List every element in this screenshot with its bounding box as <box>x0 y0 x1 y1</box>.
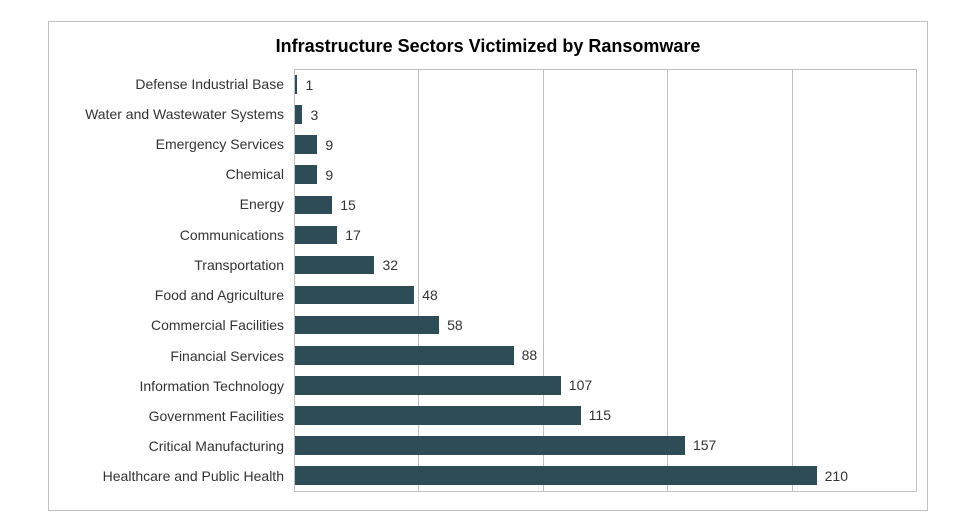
y-axis-label: Chemical <box>59 159 294 189</box>
bar <box>295 165 317 184</box>
bar-row: 115 <box>295 400 916 430</box>
bar-row: 9 <box>295 130 916 160</box>
bar-value-label: 32 <box>382 257 398 273</box>
y-axis-label: Critical Manufacturing <box>59 431 294 461</box>
plot-area: Defense Industrial BaseWater and Wastewa… <box>59 69 917 492</box>
bar-value-label: 15 <box>340 197 356 213</box>
chart-title: Infrastructure Sectors Victimized by Ran… <box>59 36 917 57</box>
bar-row: 107 <box>295 370 916 400</box>
bars-region: 1399151732485888107115157210 <box>294 69 917 492</box>
y-axis-label: Communications <box>59 220 294 250</box>
y-axis-label: Commercial Facilities <box>59 310 294 340</box>
bar-row: 1 <box>295 70 916 100</box>
y-axis-label: Financial Services <box>59 340 294 370</box>
bar-value-label: 210 <box>825 468 848 484</box>
bar-row: 9 <box>295 160 916 190</box>
y-axis-label: Healthcare and Public Health <box>59 461 294 491</box>
y-axis-labels: Defense Industrial BaseWater and Wastewa… <box>59 69 294 492</box>
bar-value-label: 9 <box>325 167 333 183</box>
bar-row: 58 <box>295 310 916 340</box>
y-axis-label: Government Facilities <box>59 401 294 431</box>
bar-value-label: 1 <box>305 77 313 93</box>
bar <box>295 135 317 154</box>
bar-value-label: 107 <box>569 377 592 393</box>
bar-value-label: 17 <box>345 227 361 243</box>
bar-row: 17 <box>295 220 916 250</box>
bar <box>295 346 514 365</box>
bar-row: 88 <box>295 340 916 370</box>
bar-row: 3 <box>295 100 916 130</box>
y-axis-label: Water and Wastewater Systems <box>59 99 294 129</box>
bars-stack: 1399151732485888107115157210 <box>295 70 916 491</box>
bar-value-label: 3 <box>310 107 318 123</box>
bar <box>295 316 439 335</box>
bar-value-label: 115 <box>589 407 611 423</box>
bar-value-label: 9 <box>325 137 333 153</box>
bar <box>295 75 297 94</box>
bar-row: 210 <box>295 461 916 491</box>
y-axis-label: Defense Industrial Base <box>59 69 294 99</box>
bar <box>295 286 414 305</box>
bar-row: 32 <box>295 250 916 280</box>
bar-value-label: 48 <box>422 287 438 303</box>
chart-container: Infrastructure Sectors Victimized by Ran… <box>48 21 928 511</box>
bar <box>295 256 374 275</box>
bar-row: 157 <box>295 430 916 460</box>
bar <box>295 226 337 245</box>
bar <box>295 436 685 455</box>
y-axis-label: Energy <box>59 189 294 219</box>
bar-row: 48 <box>295 280 916 310</box>
bar <box>295 105 302 124</box>
bar-value-label: 88 <box>522 347 538 363</box>
y-axis-label: Transportation <box>59 250 294 280</box>
bar <box>295 376 561 395</box>
bar <box>295 466 817 485</box>
bar-row: 15 <box>295 190 916 220</box>
bar <box>295 406 581 425</box>
y-axis-label: Information Technology <box>59 371 294 401</box>
bar-value-label: 58 <box>447 317 463 333</box>
bar-value-label: 157 <box>693 437 716 453</box>
y-axis-label: Food and Agriculture <box>59 280 294 310</box>
bar <box>295 196 332 215</box>
y-axis-label: Emergency Services <box>59 129 294 159</box>
